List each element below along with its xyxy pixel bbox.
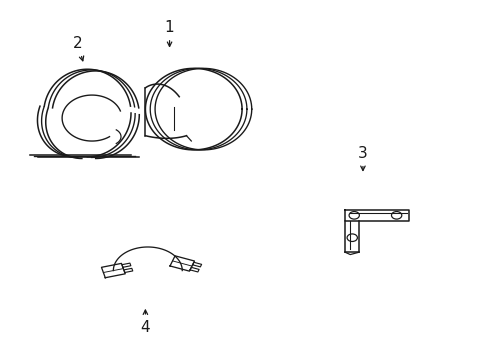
Text: 1: 1 (164, 20, 174, 46)
Text: 4: 4 (140, 310, 150, 334)
Text: 2: 2 (73, 36, 83, 61)
Text: 3: 3 (357, 146, 367, 171)
